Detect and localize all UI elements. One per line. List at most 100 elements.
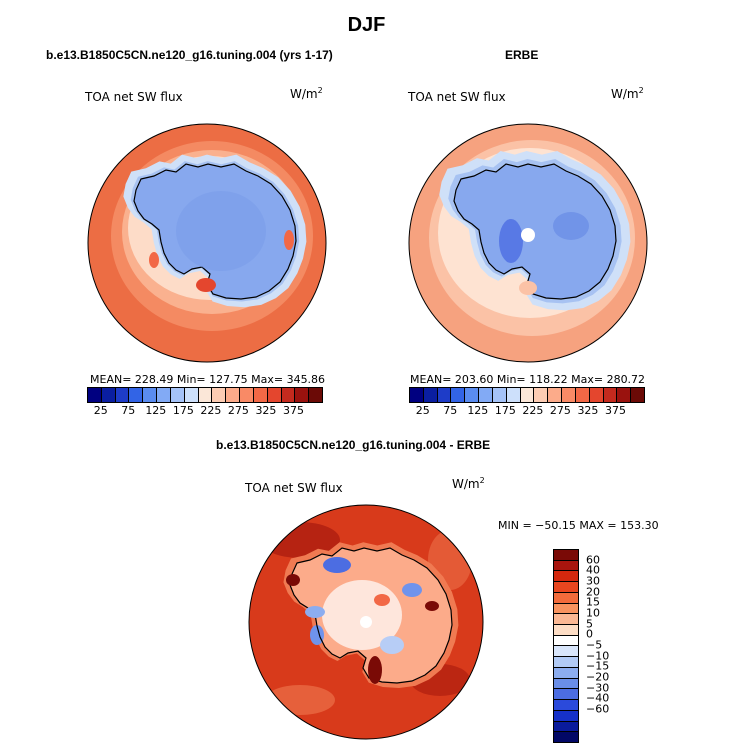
panel1-colorbar-tick-label: 275 bbox=[227, 404, 249, 417]
panel1-colorbar-swatch bbox=[226, 388, 241, 402]
diff-colorbar-swatch bbox=[554, 721, 578, 733]
panel1-colorbar-swatch bbox=[295, 388, 310, 402]
panel2-colorbar-swatch bbox=[451, 388, 466, 402]
panel2-colorbar-swatch bbox=[603, 388, 618, 402]
panel2-colorbar-swatch bbox=[479, 388, 493, 402]
panel2-colorbar-tick-label: 125 bbox=[467, 404, 489, 417]
diff-colorbar-swatch bbox=[554, 603, 578, 615]
panel2-stats: MEAN= 203.60 Min= 118.22 Max= 280.72 bbox=[410, 373, 646, 386]
diff-colorbar-tick-label: 20 bbox=[586, 585, 600, 599]
panel1-map bbox=[88, 124, 326, 362]
panel3-units: W/m2 bbox=[452, 476, 485, 491]
panel1-colorbar-swatch bbox=[170, 388, 185, 402]
panel1-variable-label: TOA net SW flux bbox=[85, 90, 183, 104]
diff-colorbar-tick-label: −30 bbox=[586, 681, 610, 695]
diff-colorbar-tick-label: 30 bbox=[586, 574, 600, 588]
diff-colorbar-tick-label: −60 bbox=[586, 702, 610, 716]
diff-colorbar-swatch bbox=[554, 678, 578, 690]
panel2-colorbar-tick-label: 375 bbox=[604, 404, 626, 417]
panel2-colorbar-tick-label: 225 bbox=[522, 404, 544, 417]
panel2-colorbar-swatch bbox=[423, 388, 438, 402]
panel1-colorbar-tick-label: 225 bbox=[200, 404, 222, 417]
diff-colorbar-tick-label: 5 bbox=[586, 617, 593, 631]
panel2-colorbar-swatch bbox=[534, 388, 549, 402]
diff-colorbar-tick-label: 10 bbox=[586, 606, 600, 620]
diff-colorbar-swatch bbox=[554, 700, 578, 711]
panel1-colorbar-swatch bbox=[198, 388, 213, 402]
panel1-colorbar-tick-label: 75 bbox=[121, 404, 136, 417]
panel2-colorbar-swatch bbox=[589, 388, 604, 402]
panel1-map-border bbox=[87, 123, 327, 363]
diff-colorbar-swatch bbox=[554, 710, 578, 722]
panel2-colorbar bbox=[409, 387, 645, 403]
panel2-colorbar-swatch bbox=[575, 388, 590, 402]
panel2-map-border bbox=[408, 123, 648, 363]
panel2-colorbar-swatch bbox=[437, 388, 452, 402]
panel1-stats: MEAN= 228.49 Min= 127.75 Max= 345.86 bbox=[90, 373, 326, 386]
panel2-colorbar-swatch bbox=[492, 388, 507, 402]
panel1-colorbar-swatch bbox=[309, 388, 323, 402]
panel1-colorbar bbox=[87, 387, 323, 403]
panel2-title: ERBE bbox=[505, 48, 539, 62]
panel1-colorbar-tick-label: 375 bbox=[282, 404, 304, 417]
panel3-title: b.e13.B1850C5CN.ne120_g16.tuning.004 - E… bbox=[216, 438, 491, 452]
season-title: DJF bbox=[347, 14, 386, 36]
panel1-colorbar-swatch bbox=[253, 388, 268, 402]
panel2-map bbox=[409, 124, 647, 362]
panel1-colorbar-tick-label: 175 bbox=[172, 404, 194, 417]
panel1-units: W/m2 bbox=[290, 86, 323, 101]
diff-colorbar bbox=[553, 549, 579, 743]
panel3-stats: MIN = −50.15 MAX = 153.30 bbox=[498, 519, 659, 532]
panel2-colorbar-swatch bbox=[548, 388, 563, 402]
panel2-colorbar-swatch bbox=[631, 388, 645, 402]
panel1-colorbar-tick-label: 125 bbox=[145, 404, 167, 417]
diff-colorbar-swatch bbox=[554, 625, 578, 636]
diff-colorbar-swatch bbox=[554, 732, 578, 742]
panel2-colorbar-swatch bbox=[520, 388, 535, 402]
panel1-title: b.e13.B1850C5CN.ne120_g16.tuning.004 (yr… bbox=[46, 48, 333, 62]
panel2-colorbar-swatch bbox=[506, 388, 521, 402]
panel1-colorbar-swatch bbox=[212, 388, 227, 402]
panel1-colorbar-swatch bbox=[88, 388, 102, 402]
panel2-colorbar-swatch bbox=[617, 388, 632, 402]
diff-colorbar-tick-label: −10 bbox=[586, 649, 610, 663]
panel1-colorbar-tick-label: 25 bbox=[93, 404, 108, 417]
panel2-colorbar-swatch bbox=[465, 388, 480, 402]
panel1-colorbar-swatch bbox=[143, 388, 158, 402]
panel1-colorbar-swatch bbox=[157, 388, 171, 402]
panel3-map-border bbox=[248, 504, 484, 740]
diff-colorbar-tick-label: −5 bbox=[586, 638, 603, 652]
diff-colorbar-tick-label: −15 bbox=[586, 659, 610, 673]
panel1-colorbar-tick-label: 325 bbox=[255, 404, 277, 417]
diff-colorbar-swatch bbox=[554, 571, 578, 583]
panel2-colorbar-tick-label: 275 bbox=[549, 404, 571, 417]
panel2-colorbar-tick-label: 75 bbox=[443, 404, 458, 417]
diff-colorbar-swatch bbox=[554, 582, 578, 593]
diff-colorbar-swatch bbox=[554, 657, 578, 668]
diff-colorbar-swatch bbox=[554, 646, 578, 658]
panel2-colorbar-swatch bbox=[562, 388, 576, 402]
panel3-map bbox=[249, 505, 483, 739]
panel2-colorbar-tick-label: 25 bbox=[415, 404, 430, 417]
panel1-colorbar-swatch bbox=[129, 388, 144, 402]
diff-colorbar-swatch bbox=[554, 614, 578, 626]
panel1-colorbar-swatch bbox=[281, 388, 296, 402]
diff-colorbar-tick-label: −40 bbox=[586, 691, 610, 705]
panel3-variable-label: TOA net SW flux bbox=[245, 481, 343, 495]
diff-colorbar-tick-label: 40 bbox=[586, 563, 600, 577]
diff-colorbar-swatch bbox=[554, 667, 578, 679]
panel2-colorbar-swatch bbox=[410, 388, 424, 402]
diff-colorbar-tick-label: 0 bbox=[586, 627, 593, 641]
diff-colorbar-tick-label: 60 bbox=[586, 553, 600, 567]
panel1-colorbar-swatch bbox=[184, 388, 199, 402]
panel2-units: W/m2 bbox=[611, 86, 644, 101]
panel1-colorbar-swatch bbox=[101, 388, 116, 402]
panel2-colorbar-tick-label: 175 bbox=[494, 404, 516, 417]
panel1-colorbar-swatch bbox=[115, 388, 130, 402]
diff-colorbar-tick-label: −20 bbox=[586, 670, 610, 684]
diff-colorbar-swatch bbox=[554, 550, 578, 561]
panel2-variable-label: TOA net SW flux bbox=[408, 90, 506, 104]
panel1-colorbar-swatch bbox=[267, 388, 282, 402]
